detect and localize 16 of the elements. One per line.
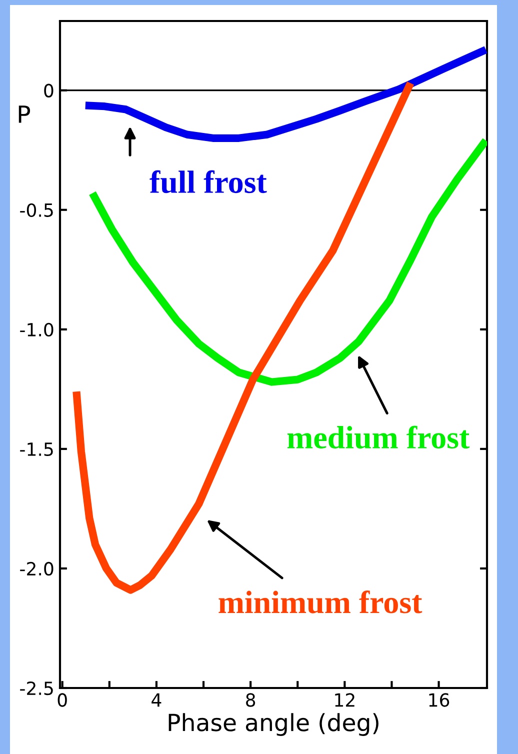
- annotation: full frost: [150, 170, 267, 194]
- y-tick-label: -0.5: [20, 203, 53, 217]
- x-tick-label: 16: [429, 693, 450, 707]
- y-tick-label: -1.0: [20, 322, 54, 337]
- y-tick-label: -2.5: [20, 681, 53, 696]
- y-tick-label: -1.5: [20, 442, 53, 456]
- x-tick-label: 4: [152, 693, 162, 707]
- annotation: minimum frost: [218, 590, 422, 614]
- y-axis-title: P: [18, 106, 30, 123]
- x-tick-label: 0: [58, 693, 67, 707]
- x-tick-label: 8: [246, 693, 256, 707]
- x-tick-label: 12: [335, 693, 354, 707]
- y-tick-label: -2.0: [20, 562, 54, 576]
- annotation: medium frost: [287, 426, 470, 449]
- x-axis-title: Phase angle (deg): [168, 713, 378, 736]
- y-tick-label: 0: [44, 84, 54, 98]
